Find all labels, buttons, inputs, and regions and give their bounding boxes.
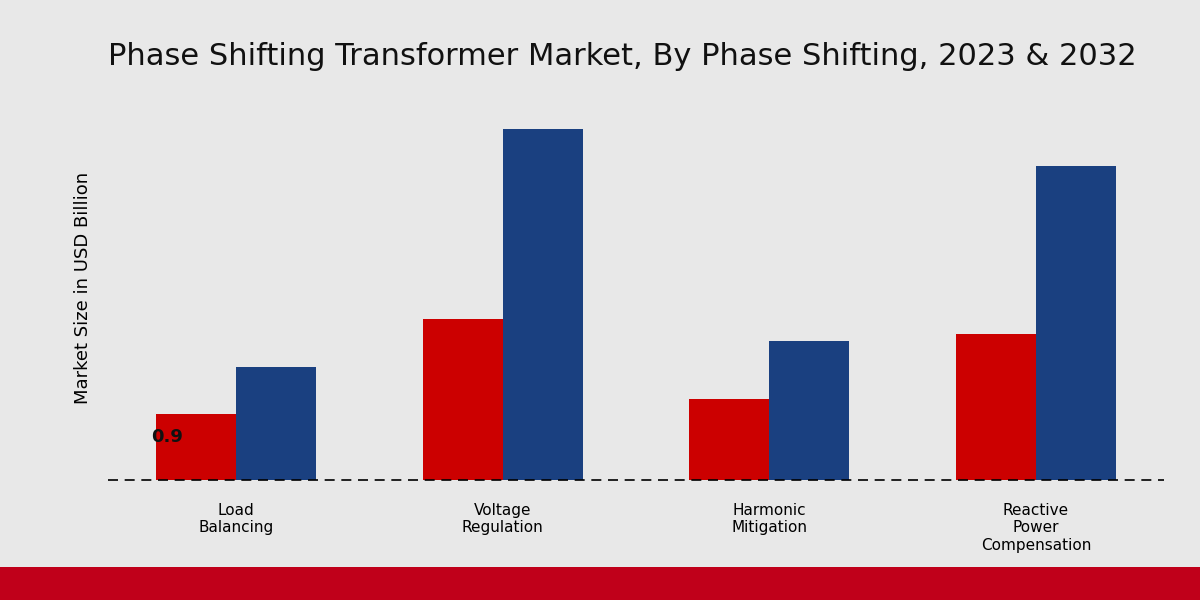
Text: 0.9: 0.9 — [151, 428, 182, 446]
Bar — [769, 341, 850, 480]
Bar — [1036, 166, 1116, 480]
Bar — [689, 400, 769, 480]
Bar — [503, 129, 583, 480]
Text: Phase Shifting Transformer Market, By Phase Shifting, 2023 & 2032: Phase Shifting Transformer Market, By Ph… — [108, 42, 1136, 71]
Bar — [156, 414, 236, 480]
Bar — [236, 367, 316, 480]
Bar — [956, 334, 1036, 480]
Bar — [422, 319, 503, 480]
Y-axis label: Market Size in USD Billion: Market Size in USD Billion — [74, 172, 92, 404]
